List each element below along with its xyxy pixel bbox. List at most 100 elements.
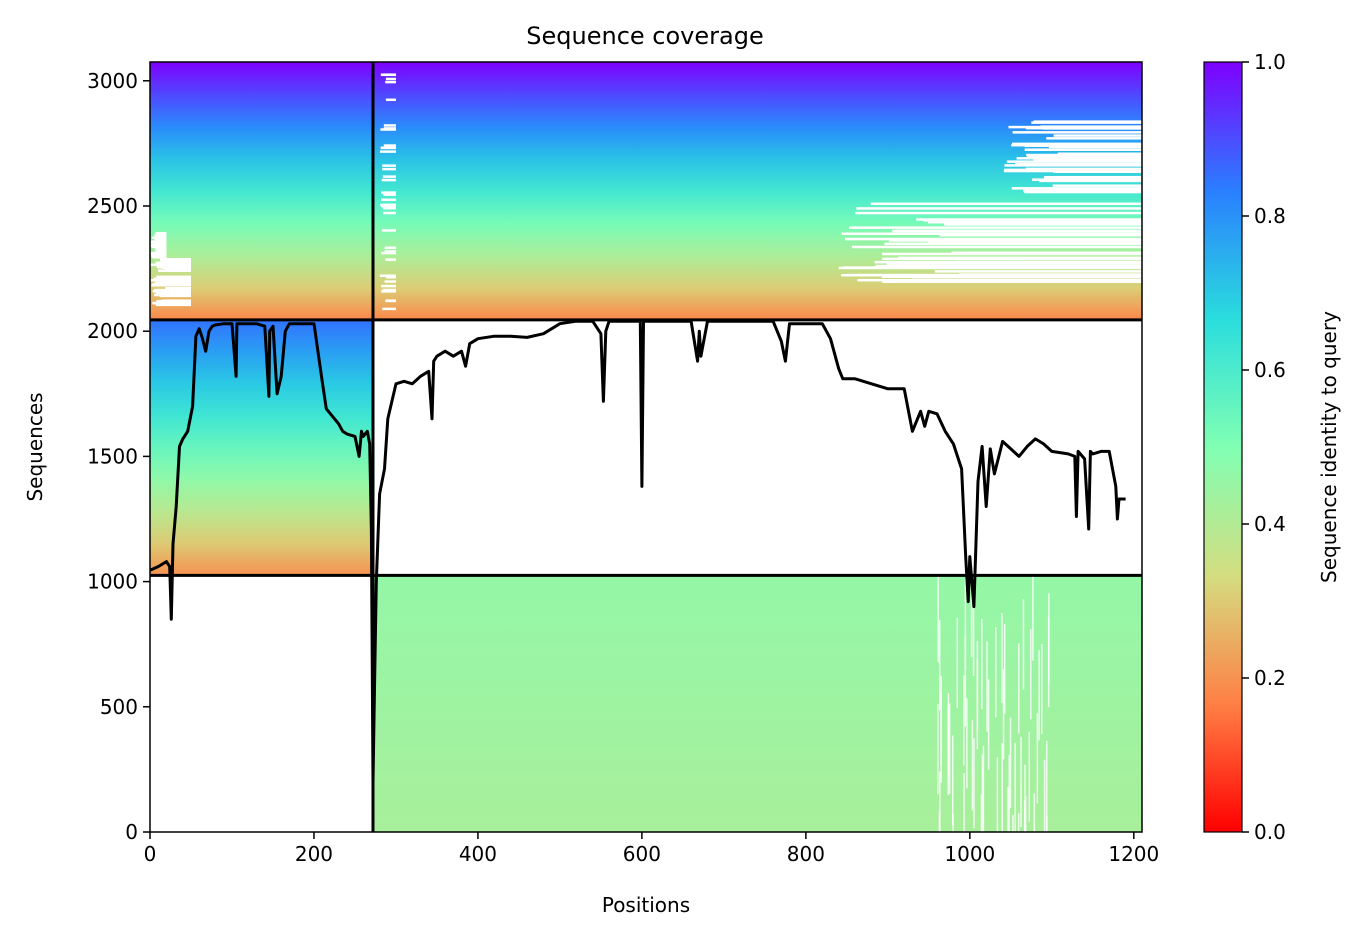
coverage-gap <box>1024 148 1142 151</box>
y-tick-label: 3000 <box>87 69 138 93</box>
coverage-gap <box>382 307 396 311</box>
coverage-gap <box>851 245 1142 249</box>
x-tick-label: 400 <box>459 842 497 866</box>
coverage-gap <box>1016 157 1142 160</box>
y-tick-label: 1000 <box>87 570 138 594</box>
coverage-gap <box>1001 612 1003 704</box>
coverage-gap <box>1020 736 1022 828</box>
coverage-gap <box>944 223 1142 226</box>
coverage-gap <box>1048 145 1142 149</box>
chart-title: Sequence coverage <box>526 22 763 50</box>
coverage-gap <box>384 280 396 283</box>
coverage-gap <box>963 773 965 864</box>
coverage-gap <box>386 275 396 279</box>
coverage-gap <box>971 720 974 811</box>
coverage-gap <box>1008 125 1142 129</box>
coverage-gap <box>381 284 396 288</box>
coverage-gap <box>849 226 1142 229</box>
coverage-gap <box>964 579 967 670</box>
x-tick-label: 600 <box>623 842 661 866</box>
coverage-gap <box>159 257 191 261</box>
coverage-gap <box>1045 740 1048 832</box>
coverage-gap <box>381 146 396 150</box>
coverage-gap <box>159 292 191 295</box>
coverage-gap <box>1053 170 1142 174</box>
coverage-gap <box>151 245 167 249</box>
coverage-gap <box>1039 179 1142 183</box>
coverage-gap <box>1003 623 1006 715</box>
coverage-gap <box>956 617 959 708</box>
coverage-gap <box>1048 593 1050 684</box>
coverage-gap <box>981 754 984 845</box>
colorbar-gradient <box>1203 61 1243 833</box>
colorbar-ticks: 0.0 0.2 0.4 0.6 0.8 1.0 <box>1242 50 1286 844</box>
coverage-gap <box>1017 813 1020 904</box>
coverage-gap <box>382 164 396 167</box>
coverage-gap <box>1057 152 1142 156</box>
x-tick-label: 200 <box>295 842 333 866</box>
y-tick-label: 2000 <box>87 319 138 343</box>
colorbar-label: Sequence identity to query <box>1317 311 1341 583</box>
x-tick-label: 800 <box>787 842 825 866</box>
coverage-gap <box>882 257 1142 261</box>
coverage-gap <box>1043 175 1142 179</box>
coverage-gap <box>963 675 965 766</box>
coverage-gap <box>385 98 396 102</box>
coverage-gap <box>916 218 1142 221</box>
coverage-gap <box>948 703 951 794</box>
y-tick-label: 1500 <box>87 444 138 468</box>
coverage-gap <box>381 191 396 194</box>
coverage-gap <box>886 262 1142 265</box>
coverage-gap <box>158 293 191 297</box>
coverage-gap <box>382 175 396 178</box>
colorbar-tick-label: 0.6 <box>1254 358 1286 382</box>
colorbar-tick-label: 0.2 <box>1254 666 1286 690</box>
coverage-gap <box>970 566 973 658</box>
coverage-gap <box>154 251 167 254</box>
coverage-gap <box>383 193 396 196</box>
colorbar-tick-label: 0.4 <box>1254 512 1286 536</box>
coverage-gap <box>856 207 1142 210</box>
coverage-gap <box>1004 164 1142 167</box>
coverage-gap <box>1011 187 1142 190</box>
coverage-gap <box>154 247 167 250</box>
coverage-gap <box>1030 629 1032 720</box>
coverage-gap <box>972 585 975 677</box>
coverage-gap <box>1001 743 1003 834</box>
coverage-gap <box>982 745 985 837</box>
coverage-gap <box>381 73 396 77</box>
coverage-gap <box>381 290 396 293</box>
x-tick-label: 0 <box>144 842 157 866</box>
coverage-gap <box>1038 650 1040 741</box>
coverage-gap <box>1033 793 1036 884</box>
coverage-gap <box>382 288 396 292</box>
chain-a-block <box>150 319 373 576</box>
coverage-gap <box>160 260 191 263</box>
coverage-gap <box>380 150 396 153</box>
coverage-gap <box>1024 190 1142 194</box>
coverage-gap <box>844 237 1142 241</box>
coverage-gap <box>995 627 997 718</box>
coverage-gap <box>855 211 1142 215</box>
coverage-gap <box>385 258 396 261</box>
coverage-gap <box>1009 717 1012 808</box>
coverage-gap <box>870 202 1142 206</box>
coverage-gap <box>1027 155 1142 159</box>
colorbar-tick-label: 0.8 <box>1254 204 1286 228</box>
coverage-gap <box>976 640 979 731</box>
coverage-gap <box>1031 121 1142 124</box>
coverage-gap <box>165 287 191 290</box>
coverage-gap <box>379 274 396 277</box>
coverage-gap <box>1022 599 1025 690</box>
coverage-gap <box>381 198 396 202</box>
coverage-gap <box>1026 153 1142 157</box>
coverage-gap <box>1028 731 1031 822</box>
coverage-gap <box>166 288 191 292</box>
colorbar: 0.0 0.2 0.4 0.6 0.8 1.0 Sequence identity to … <box>1203 50 1341 844</box>
plot-area <box>149 61 1143 907</box>
x-axis-title: Positions <box>602 893 690 917</box>
coverage-gap <box>841 232 1142 236</box>
coverage-gap <box>152 301 191 305</box>
coverage-gap <box>155 261 191 265</box>
coverage-gap <box>937 704 939 795</box>
